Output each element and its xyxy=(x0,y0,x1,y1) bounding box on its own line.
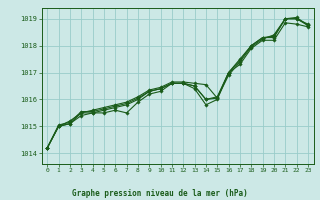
Text: Graphe pression niveau de la mer (hPa): Graphe pression niveau de la mer (hPa) xyxy=(72,189,248,198)
